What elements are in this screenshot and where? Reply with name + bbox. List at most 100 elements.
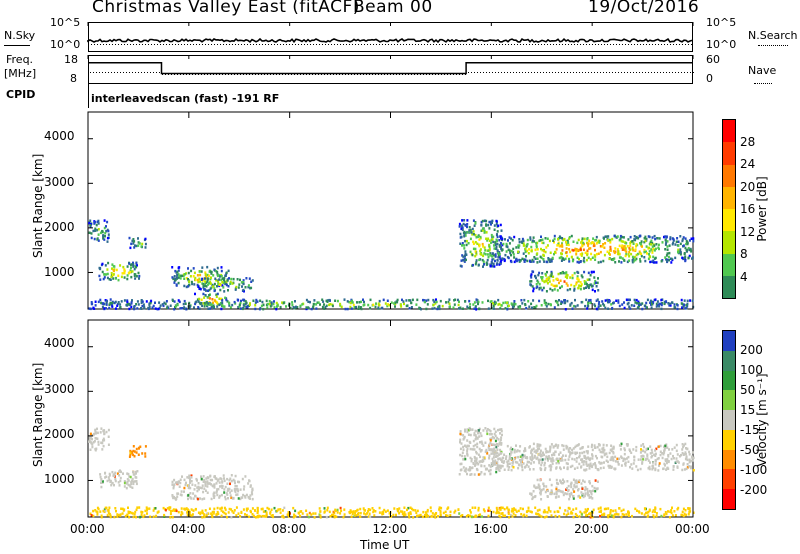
velocity-cell: [651, 468, 654, 471]
velocity-cell: [281, 509, 284, 512]
velocity-cell: [191, 483, 194, 486]
velocity-cell: [663, 462, 666, 466]
velocity-cell: [468, 466, 471, 469]
power-cell: [644, 259, 647, 263]
power-cell: [627, 253, 630, 256]
nsearch-point: [418, 44, 419, 45]
power-cell: [88, 307, 91, 310]
velocity-cell: [536, 456, 539, 459]
power-cell: [477, 302, 479, 306]
velocity-cell: [655, 512, 658, 515]
power-cell: [553, 288, 556, 291]
power-cell: [617, 250, 620, 253]
power-cell: [480, 229, 483, 232]
power-cell: [101, 270, 104, 274]
velocity-cell: [499, 466, 502, 470]
velocity-cell: [656, 457, 659, 461]
velocity-cell: [210, 483, 213, 486]
power-cell: [105, 225, 107, 228]
power-cell: [214, 299, 217, 303]
power-cell: [453, 299, 456, 302]
velocity-cell: [518, 458, 521, 462]
power-cell: [585, 258, 588, 262]
power-cell: [221, 277, 224, 280]
nave-point: [234, 74, 235, 75]
velocity-cell: [144, 452, 147, 455]
velocity-cell: [577, 489, 579, 492]
power-cell: [609, 241, 612, 244]
velocity-cell: [681, 443, 684, 446]
velocity-cell: [587, 445, 590, 448]
power-cell: [632, 249, 635, 252]
power-cell: [501, 237, 504, 241]
power-cell: [608, 238, 611, 242]
power-cell: [543, 254, 545, 257]
power-cell: [531, 306, 533, 309]
velocity-cell: [663, 448, 666, 452]
velocity-cell: [129, 451, 132, 455]
power-cell: [621, 235, 623, 239]
velocity-cell: [177, 492, 179, 495]
velocity-cell: [446, 514, 449, 517]
velocity-cell: [205, 477, 208, 480]
power-cell: [128, 262, 131, 265]
power-cell: [380, 306, 383, 310]
power-cell: [221, 301, 224, 305]
power-cell: [108, 306, 111, 310]
velocity-cell: [569, 495, 571, 498]
xtick-label: 20:00: [574, 522, 609, 536]
power-cell: [626, 245, 629, 248]
power-cell: [550, 272, 553, 275]
power-cell: [272, 302, 275, 306]
power-cell: [531, 285, 534, 288]
nave-point: [522, 72, 523, 73]
power-cell: [499, 261, 502, 264]
power-cell: [474, 254, 477, 258]
nsearch-point: [118, 44, 119, 45]
nave-point: [123, 72, 124, 73]
velocity-cell: [541, 461, 544, 464]
velocity-cell: [545, 455, 548, 458]
velocity-cell: [672, 468, 675, 471]
velocity-cell: [686, 466, 689, 469]
velocity-cell: [126, 480, 129, 484]
power-cell: [498, 251, 501, 254]
power-cell: [530, 245, 533, 249]
nave-point: [576, 72, 577, 73]
power-cell: [541, 241, 544, 244]
nave-point: [150, 72, 151, 73]
velocity-cell: [245, 493, 248, 497]
power-cell: [577, 286, 580, 290]
velocity-cell: [664, 459, 667, 462]
velocity-cell: [141, 452, 144, 455]
velocity-cell: [209, 474, 212, 478]
velocity-cell: [640, 455, 643, 458]
power-cell: [652, 247, 655, 251]
velocity-cell: [118, 484, 121, 487]
velocity-cell: [119, 476, 122, 480]
power-cell: [555, 284, 558, 288]
velocity-cell: [495, 445, 498, 449]
power-cell: [132, 265, 135, 268]
power-cell: [109, 298, 112, 301]
power-cell: [369, 298, 372, 302]
velocity-cell: [354, 511, 357, 515]
velocity-cell: [220, 477, 223, 481]
velocity-cell: [212, 510, 215, 514]
velocity-ytick-2000: 2000: [44, 427, 75, 441]
velocity-cell: [501, 506, 504, 510]
velocity-cell: [617, 513, 620, 516]
power-cell: [544, 250, 547, 254]
nave-point: [108, 72, 109, 73]
velocity-cell: [488, 464, 491, 467]
velocity-cell: [471, 448, 474, 451]
power-cell: [115, 307, 117, 310]
velocity-cell: [421, 515, 424, 519]
nave-point: [195, 74, 196, 75]
power-cell: [116, 304, 119, 307]
velocity-cell: [524, 456, 527, 459]
power-cell: [597, 252, 600, 255]
velocity-cell: [357, 513, 360, 516]
velocity-cell: [416, 509, 419, 513]
velocity-cell: [497, 458, 500, 461]
